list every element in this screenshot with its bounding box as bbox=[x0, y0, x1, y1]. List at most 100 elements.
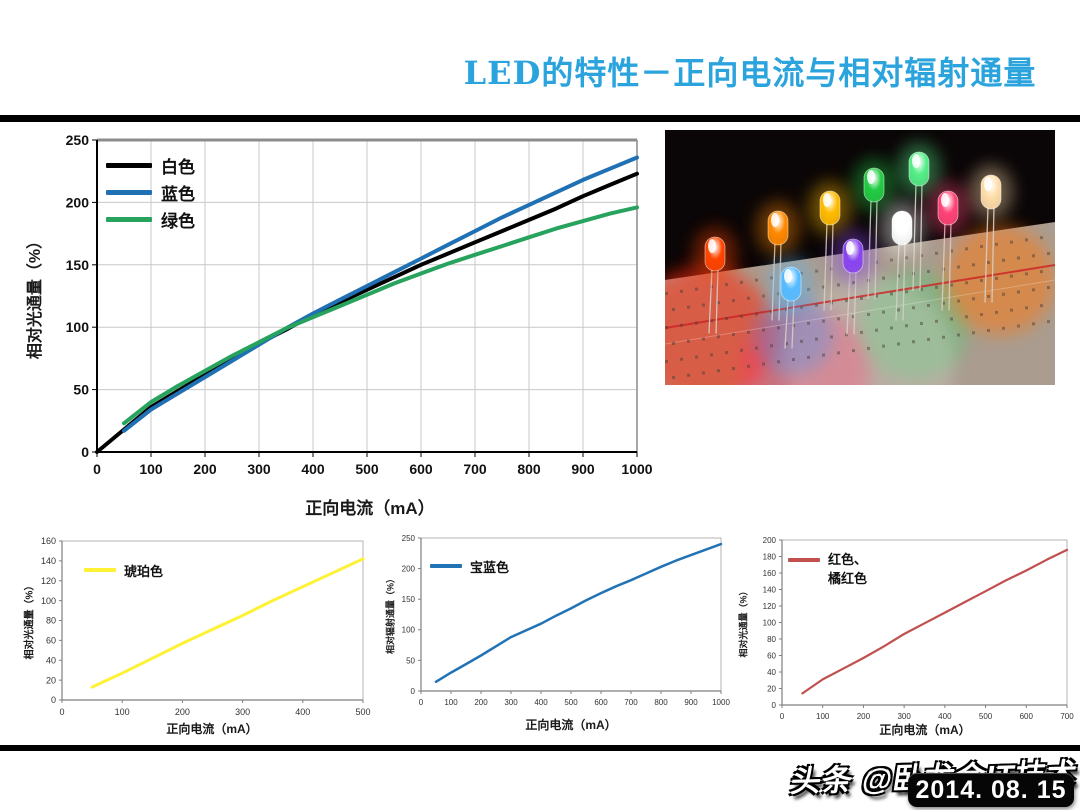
breadboard-hole bbox=[837, 283, 840, 287]
breadboard-hole bbox=[687, 305, 690, 309]
y-tick-label: 200 bbox=[763, 536, 777, 545]
breadboard-hole bbox=[995, 310, 998, 314]
breadboard-hole bbox=[1025, 306, 1028, 310]
breadboard-hole bbox=[1010, 274, 1013, 278]
breadboard-hole bbox=[845, 299, 848, 303]
breadboard-hole bbox=[875, 328, 878, 332]
breadboard-hole bbox=[1040, 236, 1043, 240]
breadboard-hole bbox=[972, 297, 975, 301]
breadboard-hole bbox=[672, 341, 675, 345]
y-tick-label: 100 bbox=[41, 596, 56, 606]
breadboard-hole bbox=[1025, 238, 1028, 242]
legend-item-green: 绿色 bbox=[106, 206, 195, 233]
breadboard-hole bbox=[905, 256, 908, 260]
breadboard-hole bbox=[702, 303, 705, 307]
breadboard-hole bbox=[920, 322, 923, 326]
x-tick-label: 300 bbox=[897, 712, 911, 721]
main-chart-legend: 白色 蓝色 绿色 bbox=[106, 152, 195, 233]
series-line bbox=[90, 557, 365, 689]
x-tick-label: 400 bbox=[301, 461, 325, 477]
breadboard-hole bbox=[1017, 290, 1020, 294]
breadboard-hole bbox=[845, 333, 848, 337]
breadboard-hole bbox=[912, 340, 915, 344]
y-tick-label: 160 bbox=[41, 536, 56, 546]
led-leg bbox=[874, 198, 878, 300]
breadboard-hole bbox=[942, 335, 945, 339]
breadboard-hole bbox=[860, 296, 863, 300]
breadboard-hole bbox=[710, 319, 713, 323]
red-x-axis-title: 正向电流（mA） bbox=[879, 723, 971, 737]
x-tick-label: 500 bbox=[355, 707, 370, 717]
breadboard-hole bbox=[837, 317, 840, 321]
y-tick-label: 60 bbox=[46, 636, 56, 646]
series-line bbox=[434, 542, 723, 684]
breadboard-hole bbox=[740, 280, 743, 284]
breadboard-hole bbox=[687, 339, 690, 343]
series-line bbox=[801, 548, 1069, 695]
x-tick-label: 200 bbox=[175, 707, 190, 717]
breadboard-hole bbox=[950, 317, 953, 321]
x-tick-label: 600 bbox=[594, 698, 608, 707]
legend-line-sapphire bbox=[430, 564, 462, 568]
y-tick-label: 250 bbox=[402, 534, 416, 543]
y-tick-label: 100 bbox=[66, 319, 90, 335]
y-tick-label: 160 bbox=[763, 569, 777, 578]
legend-line-red bbox=[788, 558, 820, 562]
breadboard-hole bbox=[1017, 324, 1020, 328]
led-leg bbox=[991, 205, 995, 303]
breadboard-hole bbox=[725, 351, 728, 355]
legend-item-sapphire: 宝蓝色 bbox=[430, 555, 509, 577]
breadboard-hole bbox=[1047, 252, 1050, 256]
led-leg bbox=[823, 221, 828, 311]
breadboard-hole bbox=[800, 339, 803, 343]
x-tick-label: 300 bbox=[235, 707, 250, 717]
breadboard-hole bbox=[1025, 272, 1028, 276]
x-tick-label: 700 bbox=[624, 698, 638, 707]
breadboard-hole bbox=[807, 321, 810, 325]
x-tick-label: 500 bbox=[979, 712, 993, 721]
x-tick-label: 100 bbox=[444, 698, 458, 707]
breadboard-hole bbox=[717, 335, 720, 339]
breadboard-hole bbox=[672, 375, 675, 379]
breadboard-hole bbox=[762, 294, 765, 298]
red-y-axis-title: 相对光通量（%） bbox=[738, 586, 749, 658]
breadboard-hole bbox=[852, 349, 855, 353]
x-tick-label: 900 bbox=[571, 461, 595, 477]
breadboard-hole bbox=[702, 371, 705, 375]
x-tick-label: 300 bbox=[247, 461, 271, 477]
breadboard-hole bbox=[927, 269, 930, 273]
sapphire-chart: 0 100 200 300 400 500 600 700 800 900 1000 0 50 100 15… bbox=[402, 534, 730, 707]
led-highlight bbox=[708, 239, 716, 253]
breadboard-hole bbox=[717, 369, 720, 373]
breadboard-hole bbox=[777, 326, 780, 330]
breadboard-hole bbox=[905, 324, 908, 328]
breadboard-hole bbox=[680, 323, 683, 327]
y-tick-label: 120 bbox=[763, 602, 777, 611]
led-leg bbox=[830, 221, 834, 311]
led-highlight bbox=[895, 213, 903, 227]
breadboard-hole bbox=[995, 242, 998, 246]
y-tick-label: 140 bbox=[763, 585, 777, 594]
date-text: 2014. 08. 15 bbox=[915, 775, 1067, 804]
y-tick-label: 250 bbox=[66, 132, 90, 148]
led-highlight bbox=[846, 241, 854, 255]
breadboard-hole bbox=[987, 295, 990, 299]
y-tick-label: 140 bbox=[41, 556, 56, 566]
legend-line-amber bbox=[84, 568, 116, 572]
breadboard-hole bbox=[882, 344, 885, 348]
date-badge: 2014. 08. 15 bbox=[908, 773, 1074, 807]
breadboard-hole bbox=[882, 310, 885, 314]
x-tick-label: 500 bbox=[355, 461, 379, 477]
led-leg bbox=[984, 205, 989, 303]
legend-item-red: 红色、 橘红色 bbox=[788, 550, 867, 586]
sapphire-x-axis-title: 正向电流（mA） bbox=[525, 718, 617, 732]
x-tick-label: 400 bbox=[534, 698, 548, 707]
breadboard-hole bbox=[702, 337, 705, 341]
x-tick-label: 0 bbox=[780, 712, 785, 721]
breadboard-hole bbox=[747, 296, 750, 300]
footer-divider-rule bbox=[0, 745, 1080, 751]
breadboard-hole bbox=[815, 303, 818, 307]
breadboard-hole bbox=[882, 276, 885, 280]
breadboard-hole bbox=[725, 317, 728, 321]
